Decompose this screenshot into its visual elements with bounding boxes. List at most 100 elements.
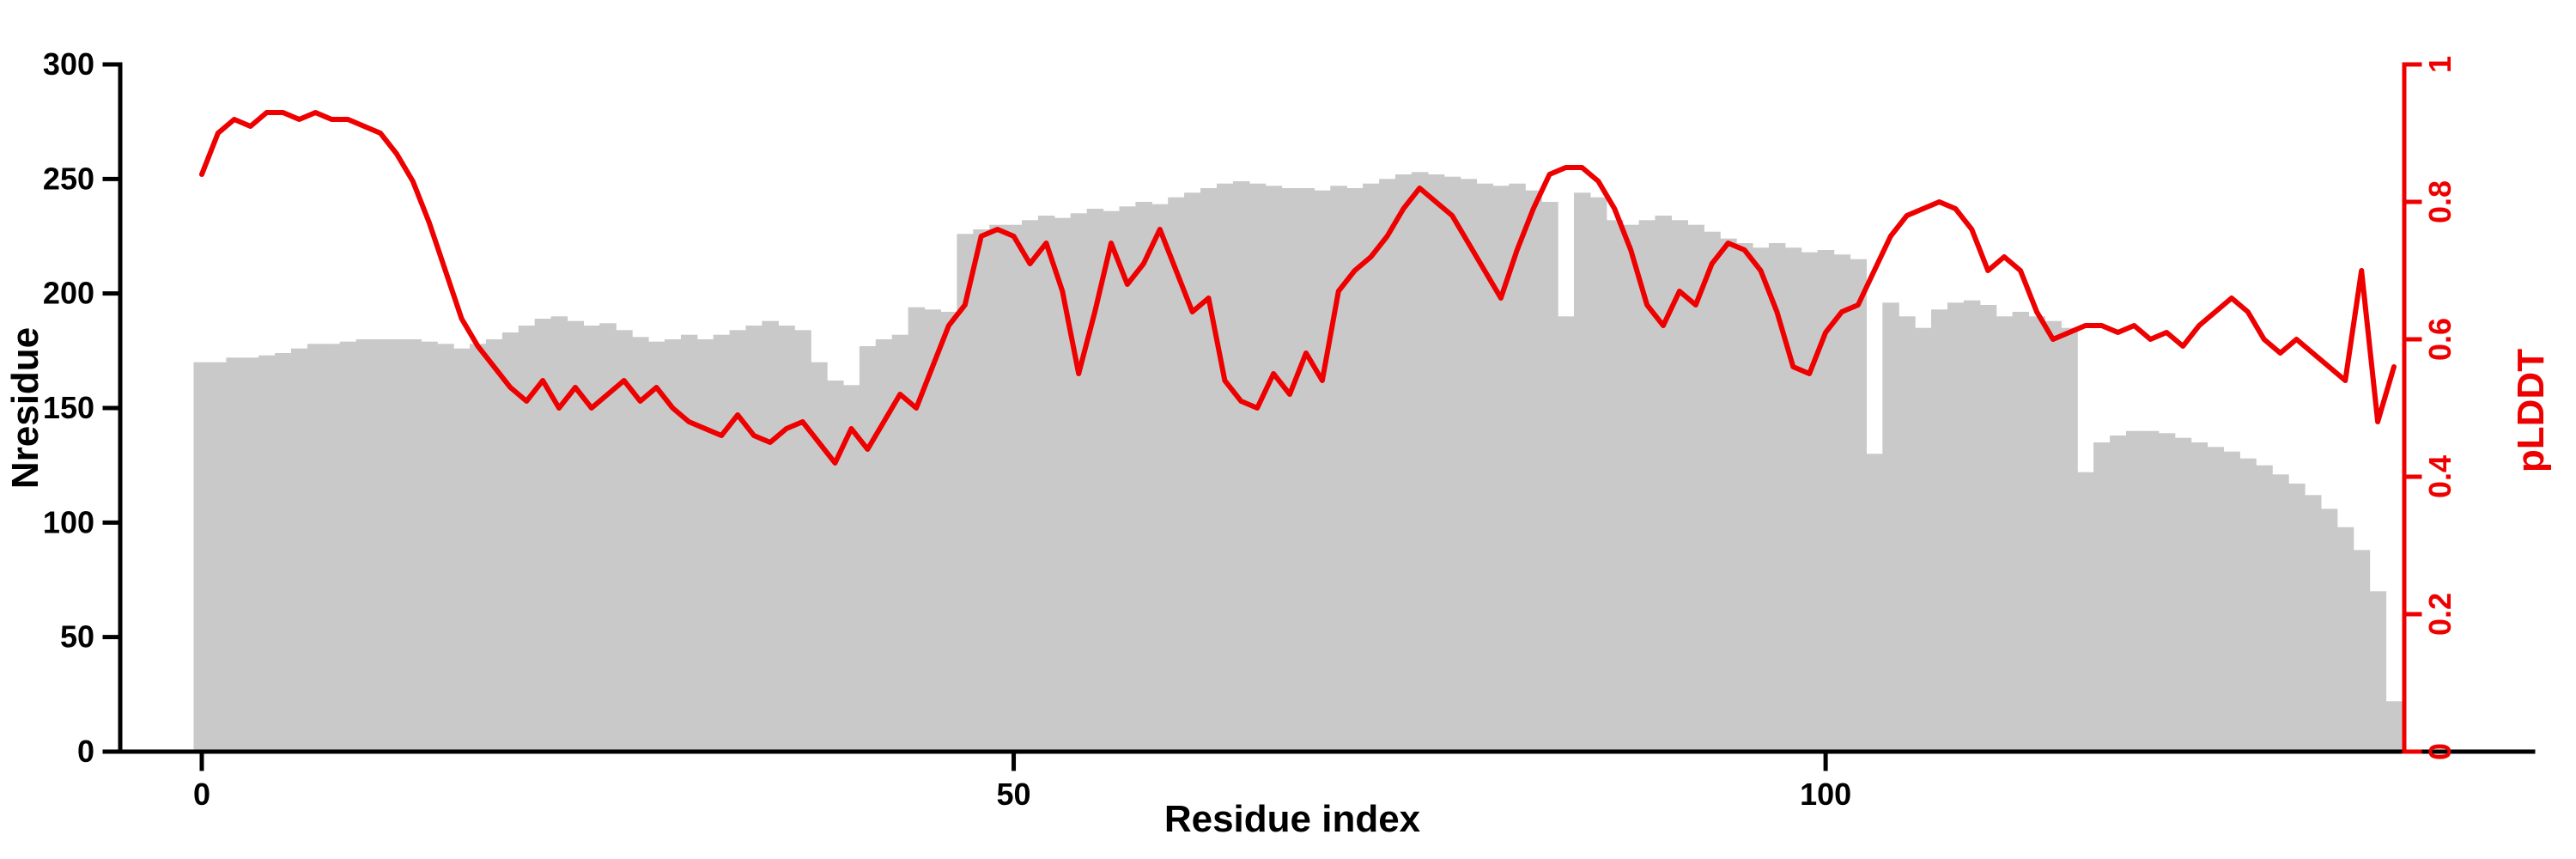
nresidue-bar bbox=[2093, 442, 2111, 752]
nresidue-bar bbox=[1460, 179, 1478, 752]
nresidue-bar bbox=[1638, 220, 1656, 752]
nresidue-bar bbox=[1784, 247, 1802, 752]
nresidue-bar bbox=[1541, 202, 1558, 752]
nresidue-bar bbox=[567, 320, 584, 752]
nresidue-bar bbox=[1395, 174, 1413, 752]
line-series-plddt bbox=[199, 110, 2397, 466]
nresidue-bar bbox=[258, 355, 276, 752]
nresidue-bar bbox=[2158, 433, 2176, 752]
nresidue-bar bbox=[2305, 495, 2322, 752]
nresidue-bar bbox=[1135, 202, 1152, 752]
y-tick-label-right: 0.4 bbox=[2422, 455, 2458, 498]
nresidue-bar bbox=[2288, 484, 2306, 752]
nresidue-bar bbox=[1103, 210, 1121, 752]
nresidue-bar bbox=[924, 309, 941, 752]
y-tick-label-left: 0 bbox=[77, 734, 94, 769]
nresidue-bar bbox=[632, 337, 649, 752]
axes: 0 50 100 150 200 250 300 0 50 100 0 0.2 0.4 0.6 0.8 1 bbox=[43, 46, 2536, 812]
y-tick-label-left: 150 bbox=[43, 390, 94, 425]
nresidue-bar bbox=[1054, 217, 1072, 752]
x-tick-label: 50 bbox=[997, 777, 1031, 812]
nresidue-bar bbox=[1622, 224, 1640, 752]
nresidue-bar bbox=[518, 326, 536, 752]
nresidue-bar bbox=[534, 319, 552, 752]
y-tick-label-left: 100 bbox=[43, 504, 94, 539]
nresidue-bar bbox=[1558, 316, 1575, 752]
nresidue-bar bbox=[1574, 192, 1591, 752]
nresidue-bar bbox=[2190, 442, 2208, 752]
nresidue-bar bbox=[1265, 186, 1283, 752]
nresidue-bar bbox=[1346, 188, 1364, 752]
nresidue-bar bbox=[1525, 190, 1542, 752]
nresidue-bar bbox=[485, 339, 503, 752]
nresidue-bar bbox=[827, 381, 844, 752]
nresidue-bar bbox=[193, 362, 210, 752]
nresidue-bar bbox=[778, 326, 795, 752]
nresidue-bar bbox=[1817, 250, 1835, 752]
nresidue-bar bbox=[1492, 186, 1510, 752]
nresidue-bar bbox=[1866, 454, 1883, 752]
nresidue-bar bbox=[323, 344, 341, 752]
y-tick-label-right: 1 bbox=[2422, 56, 2458, 73]
nresidue-bar bbox=[275, 353, 292, 752]
nresidue-bar bbox=[1963, 300, 1981, 752]
y-tick-label-left: 250 bbox=[43, 161, 94, 196]
nresidue-bar bbox=[2207, 447, 2224, 752]
nresidue-bar bbox=[453, 348, 471, 752]
nresidue-bar bbox=[973, 229, 990, 752]
y-tick-label-left: 200 bbox=[43, 276, 94, 311]
nresidue-bar bbox=[1931, 309, 1948, 752]
nresidue-bar bbox=[794, 330, 811, 752]
nresidue-bar bbox=[1671, 220, 1688, 752]
nresidue-bar bbox=[1753, 247, 1770, 752]
nresidue-bar bbox=[665, 339, 682, 752]
nresidue-bar bbox=[1363, 183, 1380, 752]
nresidue-bar bbox=[1070, 213, 1088, 752]
nresidue-bar bbox=[1720, 238, 1737, 752]
nresidue-bar bbox=[1801, 252, 1819, 752]
y-axis-title-right: pLDDT bbox=[2510, 349, 2552, 472]
nresidue-bar bbox=[404, 339, 422, 752]
y-tick-label-right: 0 bbox=[2422, 743, 2458, 760]
nresidue-bar bbox=[891, 334, 909, 752]
nresidue-bar bbox=[2256, 465, 2273, 752]
nresidue-bar bbox=[1476, 183, 1493, 752]
nresidue-bar bbox=[1947, 302, 1965, 752]
nresidue-bar bbox=[421, 341, 438, 752]
nresidue-bar bbox=[729, 330, 747, 752]
nresidue-bar bbox=[1687, 224, 1704, 752]
nresidue-bar bbox=[550, 316, 568, 752]
nresidue-bar bbox=[875, 339, 893, 752]
nresidue-bar bbox=[1736, 243, 1753, 752]
nresidue-bar bbox=[1119, 206, 1136, 752]
nresidue-bar bbox=[1655, 216, 1672, 752]
nresidue-bar bbox=[1704, 231, 1721, 752]
nresidue-bar bbox=[989, 224, 1006, 752]
nresidue-bar bbox=[1330, 186, 1347, 752]
nresidue-bar bbox=[1249, 183, 1267, 752]
nresidue-bar bbox=[470, 344, 487, 752]
nresidue-bar bbox=[226, 357, 243, 752]
nresidue-bar bbox=[437, 344, 454, 752]
nresidue-bar bbox=[2272, 474, 2289, 752]
nresidue-bar bbox=[1005, 224, 1023, 752]
nresidue-bar bbox=[388, 339, 405, 752]
nresidue-bar bbox=[1509, 183, 1526, 752]
nresidue-bar bbox=[1297, 188, 1315, 752]
bar-series-nresidue bbox=[193, 172, 2403, 752]
nresidue-bar bbox=[355, 339, 374, 752]
nresidue-bar bbox=[1184, 192, 1201, 752]
nresidue-bar bbox=[1768, 243, 1786, 752]
nresidue-bar bbox=[291, 348, 308, 752]
nresidue-bar bbox=[1589, 197, 1607, 752]
nresidue-bar bbox=[2110, 436, 2127, 752]
nresidue-bar bbox=[1086, 209, 1104, 752]
y-tick-label-right: 0.8 bbox=[2422, 180, 2458, 223]
nresidue-bar bbox=[1200, 188, 1218, 752]
nresidue-bar bbox=[210, 362, 227, 752]
nresidue-bar bbox=[1281, 188, 1299, 752]
nresidue-bar bbox=[1882, 302, 1899, 752]
nresidue-bar bbox=[1427, 174, 1445, 752]
